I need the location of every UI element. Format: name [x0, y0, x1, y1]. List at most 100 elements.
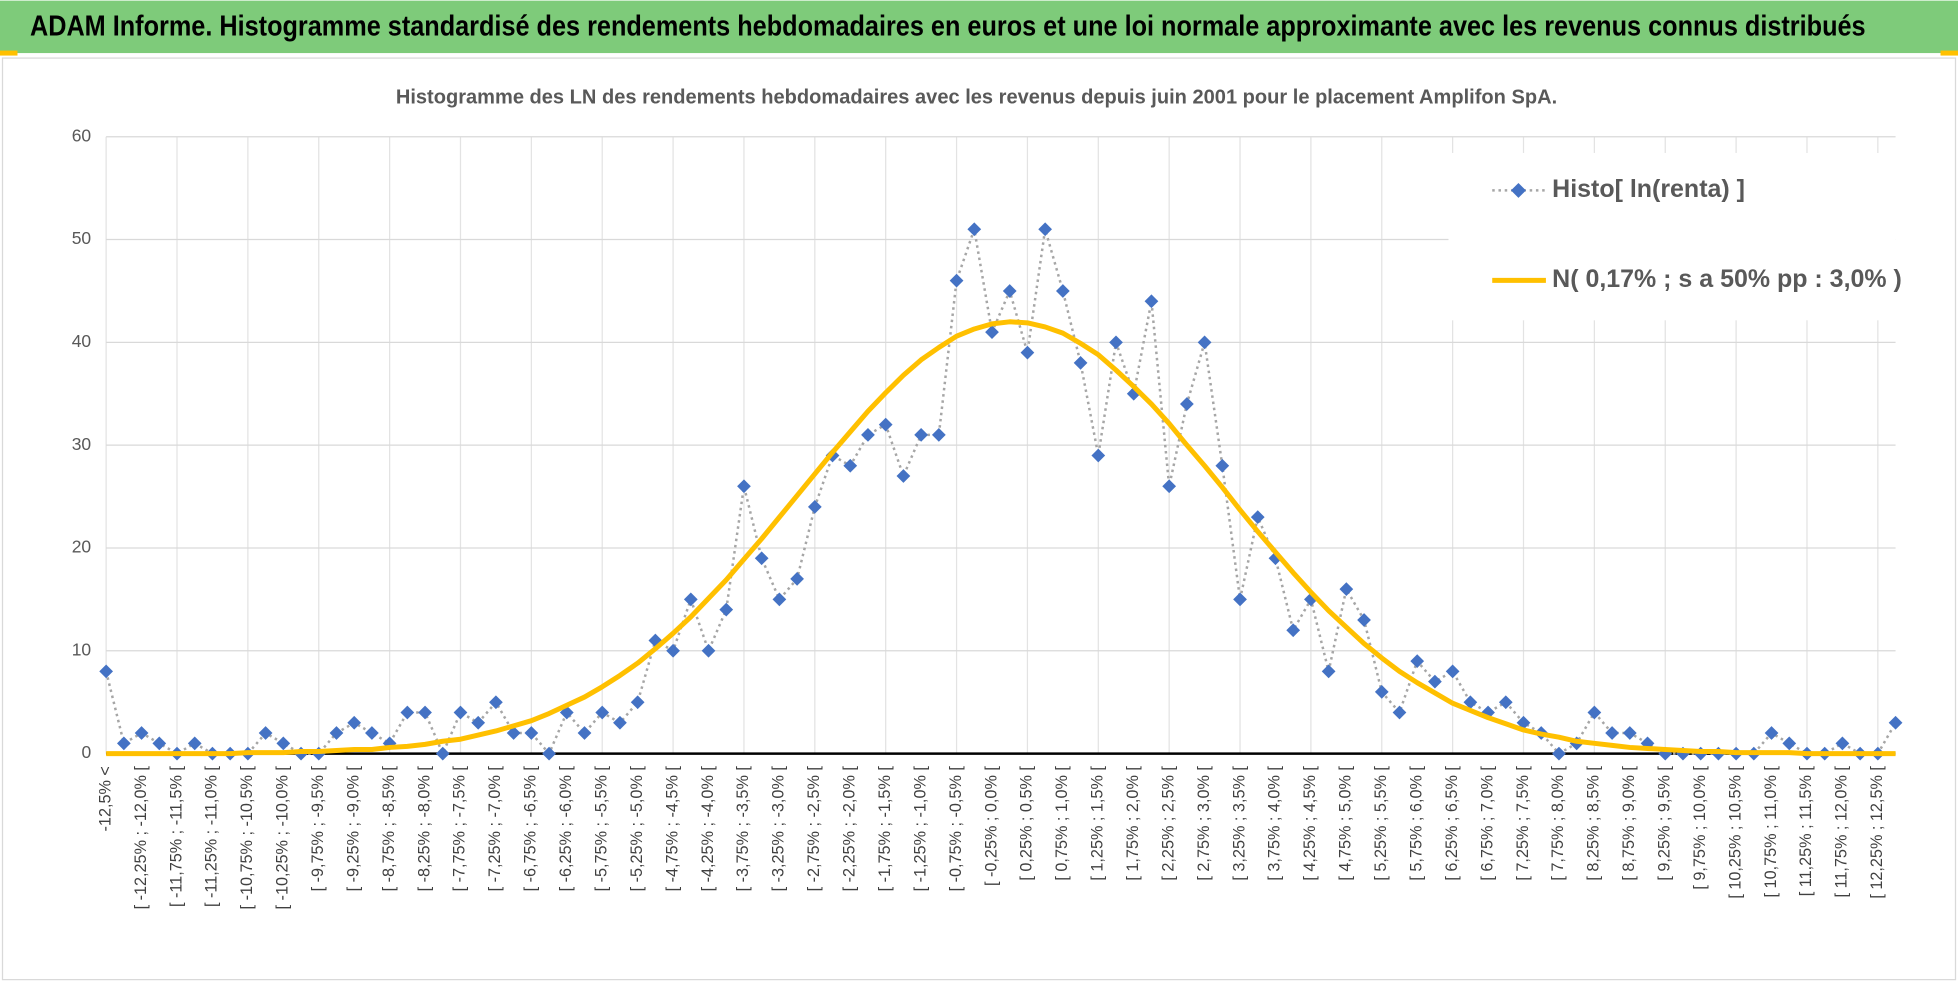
x-tick-label: [ -3,25% ; -3,0% [ [770, 766, 788, 892]
data-point [861, 428, 875, 442]
data-point [1002, 284, 1017, 298]
x-tick-label: [ -4,25% ; -4,0% [ [699, 766, 717, 892]
x-tick-label: [ 4,75% ; 5,0% [ [1337, 766, 1355, 881]
x-tick-label: [ 10,75% ; 11,0% [ [1762, 766, 1780, 898]
x-tick-label: [ -12,25% ; -12,0% [ [132, 766, 150, 910]
data-point [914, 428, 928, 442]
data-point [1764, 726, 1779, 740]
x-tick-label: [ 4,25% ; 4,5% [ [1301, 766, 1319, 881]
x-tick-label: [ -9,75% ; -9,5% [ [309, 766, 327, 892]
x-tick-label: [ -9,25% ; -9,0% [ [344, 766, 362, 892]
x-tick-label: [ -0,75% ; -0,5% [ [947, 766, 965, 892]
x-tick-label: [ -7,25% ; -7,0% [ [486, 766, 504, 892]
data-point [1605, 726, 1619, 740]
data-point [489, 695, 503, 710]
x-tick-label: [ 8,25% ; 8,5% [ [1585, 766, 1603, 881]
series-line [106, 319, 1896, 757]
corner-mark [0, 50, 18, 56]
x-tick-label: [ 7,25% ; 7,5% [ [1514, 766, 1532, 881]
y-tick-label: 20 [72, 537, 92, 557]
data-point [931, 428, 946, 442]
data-point [400, 705, 415, 720]
data-point [99, 664, 114, 679]
x-tick-label: [ 1,25% ; 1,5% [ [1089, 766, 1107, 881]
data-point [471, 715, 486, 730]
data-point [613, 715, 627, 730]
x-tick-label: [ 5,75% ; 6,0% [ [1407, 766, 1425, 881]
x-tick-label: [ 2,75% ; 3,0% [ [1195, 766, 1213, 881]
data-point [1622, 726, 1637, 740]
x-tick-label: [ 0,75% ; 1,0% [ [1053, 766, 1071, 881]
x-tick-label: [ -4,75% ; -4,5% [ [663, 766, 681, 892]
legend: Histo[ ln(renta) ] N( 0,17% ; s a 50% pp … [1448, 152, 1902, 321]
x-tick-label: [ 11,25% ; 11,5% [ [1797, 766, 1815, 897]
data-point [1888, 715, 1903, 730]
x-tick-label: [ 6,75% ; 7,0% [ [1478, 766, 1496, 881]
data-point [329, 726, 344, 740]
y-tick-label: 60 [72, 125, 92, 145]
x-tick-label: [ -1,75% ; -1,5% [ [876, 766, 894, 892]
data-point [418, 705, 432, 720]
data-point [878, 417, 893, 432]
x-tick-label: [ -8,75% ; -8,5% [ [380, 766, 398, 892]
x-tick-label: [ 9,25% ; 9,5% [ [1656, 766, 1674, 881]
data-point [896, 469, 911, 483]
data-point [347, 715, 362, 730]
x-tick-label: [ -10,25% ; -10,0% [ [274, 766, 292, 910]
data-point [754, 551, 769, 566]
banner-title: ADAM Informe. Histogramme standardisé de… [30, 11, 1866, 43]
x-tick-label: [ -0,25% ; 0,0% [ [982, 766, 1000, 886]
x-tick-label: [ -8,25% ; -8,0% [ [415, 766, 433, 892]
x-tick-label: [ 0,25% ; 0,5% [ [1018, 766, 1036, 881]
x-tick-label: [ 1,75% ; 2,0% [ [1124, 766, 1142, 881]
x-tick-label: [ -6,75% ; -6,5% [ [522, 766, 540, 892]
x-tick-label: [ 8,75% ; 9,0% [ [1620, 766, 1638, 881]
x-tick-label: [ 11,75% ; 12,0% [ [1833, 766, 1851, 898]
corner-mark [1940, 50, 1958, 56]
data-point [949, 273, 964, 288]
data-point [807, 499, 822, 514]
x-tick-label: [ -11,75% ; -11,5% [ [167, 766, 185, 907]
x-tick-label: [ 6,25% ; 6,5% [ [1443, 766, 1461, 881]
x-tick-label: [ 7,75% ; 8,0% [ [1549, 766, 1567, 881]
x-tick-label: [ -2,25% ; -2,0% [ [841, 766, 859, 892]
data-point [843, 458, 858, 473]
y-tick-label: 40 [72, 331, 92, 351]
data-point [1038, 222, 1053, 237]
data-point [737, 479, 751, 494]
y-tick-label: 30 [72, 434, 92, 454]
data-point [453, 705, 468, 720]
chart-title: Histogramme des LN des rendements hebdom… [396, 86, 1557, 108]
legend-swatch [1510, 182, 1526, 198]
chart-frame [1, 57, 1957, 981]
x-tick-label: [ 3,25% ; 3,5% [ [1230, 766, 1248, 881]
x-tick-label: [ -11,25% ; -11,0% [ [203, 766, 221, 907]
x-tick-label: -12,5% < [96, 766, 114, 831]
y-tick-label: 50 [72, 228, 92, 248]
x-tick-label: [ -5,75% ; -5,5% [ [593, 766, 611, 892]
x-tick-label: [ 10,25% ; 10,5% [ [1726, 766, 1744, 899]
x-tick-label: [ -7,75% ; -7,5% [ [451, 766, 469, 892]
data-point [524, 726, 539, 740]
x-tick-label: [ -10,75% ; -10,5% [ [238, 766, 256, 910]
data-point [1055, 284, 1070, 298]
data-point [595, 705, 610, 720]
y-tick-label: 10 [72, 639, 92, 659]
data-point [506, 726, 521, 740]
x-tick-label: [ -2,75% ; -2,5% [ [805, 766, 823, 892]
x-tick-label: [ 9,75% ; 10,0% [ [1691, 766, 1709, 890]
data-point [790, 571, 804, 586]
x-tick-label: [ -5,25% ; -5,0% [ [628, 766, 646, 892]
x-tick-label: [ 12,25% ; 12,5% [ [1868, 766, 1886, 899]
grid: 0 10 20 30 40 50 60 -12,5% < [ -12,25% ; -12,0% … [72, 125, 1896, 909]
data-point [134, 726, 149, 740]
x-tick-label: [ 2,25% ; 2,5% [ [1159, 766, 1177, 881]
x-tick-label: [ -3,75% ; -3,5% [ [734, 766, 752, 892]
data-point [967, 222, 982, 237]
banner-bg [0, 0, 1958, 54]
data-point [542, 746, 556, 761]
data-point [577, 726, 592, 740]
data-point [1552, 746, 1566, 761]
data-point [701, 643, 716, 658]
